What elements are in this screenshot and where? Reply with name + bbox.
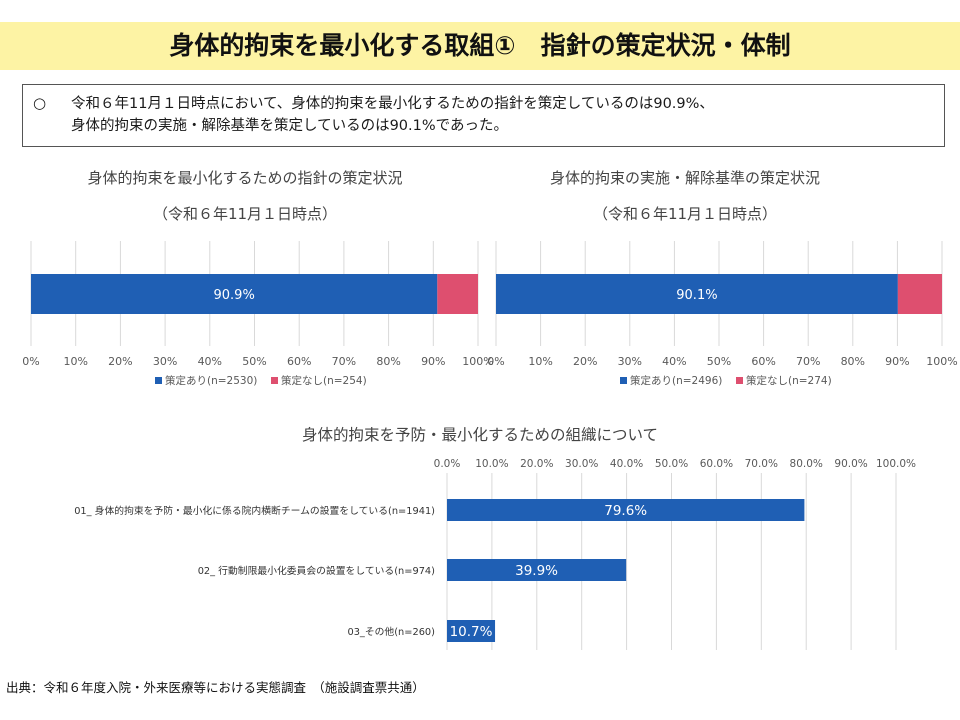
chart2-legend-label: 策定あり(n=2496) — [630, 374, 722, 387]
chart2-tick-label: 100% — [926, 355, 957, 368]
chart1-legend-swatch — [271, 377, 278, 384]
chart2-tick-label: 50% — [707, 355, 731, 368]
summary-text: 令和６年11月１日時点において、身体的拘束を最小化するための指針を策定しているの… — [71, 93, 714, 137]
chart3-tick-label: 20.0% — [520, 458, 553, 470]
chart3-tick-label: 50.0% — [655, 458, 688, 470]
chart1-tick-label: 0% — [22, 355, 39, 368]
chart3-title: 身体的拘束を予防・最小化するための組織について — [301, 426, 659, 444]
chart3-tick-label: 100.0% — [876, 458, 916, 470]
chart2-tick-label: 70% — [796, 355, 820, 368]
chart1-legend-label: 策定あり(n=2530) — [165, 374, 257, 387]
chart1-title: 身体的拘束を最小化するための指針の策定状況 — [87, 169, 403, 187]
chart1-tick-label: 30% — [153, 355, 177, 368]
chart3-data-label: 39.9% — [515, 563, 558, 579]
chart2-data-label: 90.1% — [676, 288, 717, 303]
chart2-tick-label: 40% — [662, 355, 686, 368]
chart1-legend-label: 策定なし(n=254) — [281, 374, 367, 387]
chart2-legend-label: 策定なし(n=274) — [746, 374, 832, 387]
chart1-subtitle: （令和６年11月１日時点） — [152, 205, 338, 223]
summary-bullet: ○ — [33, 94, 47, 112]
chart1-data-label: 90.9% — [214, 288, 255, 303]
summary-line-2: 身体的拘束の実施・解除基準を策定しているのは90.1%であった。 — [71, 118, 508, 134]
chart2-legend-swatch — [736, 377, 743, 384]
chart1-tick-label: 40% — [198, 355, 222, 368]
chart3-data-label: 79.6% — [604, 503, 647, 519]
chart2-tick-label: 10% — [528, 355, 552, 368]
chart2-subtitle: （令和６年11月１日時点） — [592, 205, 778, 223]
chart3-bar — [447, 559, 627, 581]
chart3-tick-label: 0.0% — [434, 458, 461, 470]
chart1-tick-label: 80% — [376, 355, 400, 368]
chart3-tick-label: 90.0% — [834, 458, 867, 470]
chart2-tick-label: 90% — [885, 355, 909, 368]
chart1-tick-label: 10% — [63, 355, 87, 368]
chart1-tick-label: 50% — [242, 355, 266, 368]
chart3-data-label: 10.7% — [450, 624, 493, 640]
chart3-category-label: 01_ 身体的拘束を予防・最小化に係る院内横断チームの設置をしている(n=194… — [74, 504, 435, 517]
chart2-title: 身体的拘束の実施・解除基準の策定状況 — [549, 169, 820, 187]
chart2-tick-label: 60% — [751, 355, 775, 368]
chart2-tick-label: 0% — [487, 355, 504, 368]
chart3-tick-label: 10.0% — [475, 458, 508, 470]
summary-box: ○ 令和６年11月１日時点において、身体的拘束を最小化するための指針を策定してい… — [22, 84, 945, 147]
chart3-tick-label: 80.0% — [790, 458, 823, 470]
chart3-category-label: 03_その他(n=260) — [347, 625, 435, 638]
title-banner — [0, 22, 960, 70]
chart1-tick-label: 90% — [421, 355, 445, 368]
source-footnote: 出典：令和６年度入院・外来医療等における実態調査 （施設調査票共通） — [6, 680, 425, 695]
chart2-tick-label: 30% — [618, 355, 642, 368]
chart2-legend-swatch — [620, 377, 627, 384]
chart3-tick-label: 30.0% — [565, 458, 598, 470]
chart1-bar-no — [437, 274, 478, 314]
chart3-bar — [447, 620, 496, 642]
chart3-tick-label: 60.0% — [700, 458, 733, 470]
chart1-legend-swatch — [155, 377, 162, 384]
chart1-tick-label: 70% — [332, 355, 356, 368]
chart1-tick-label: 60% — [287, 355, 311, 368]
summary-line-1: 令和６年11月１日時点において、身体的拘束を最小化するための指針を策定しているの… — [71, 96, 714, 112]
chart3-category-label: 02_ 行動制限最小化委員会の設置をしている(n=974) — [198, 564, 435, 577]
chart2-tick-label: 20% — [573, 355, 597, 368]
chart3-bar — [447, 499, 805, 521]
chart1-tick-label: 100% — [462, 355, 493, 368]
chart3-tick-label: 40.0% — [610, 458, 643, 470]
chart1-bar-yes — [31, 274, 438, 314]
chart2-tick-label: 80% — [841, 355, 865, 368]
chart2-bar-no — [897, 274, 942, 314]
page-title: 身体的拘束を最小化する取組① 指針の策定状況・体制 — [169, 31, 791, 60]
chart2-bar-yes — [496, 274, 898, 314]
chart1-tick-label: 20% — [108, 355, 132, 368]
chart3-tick-label: 70.0% — [745, 458, 778, 470]
